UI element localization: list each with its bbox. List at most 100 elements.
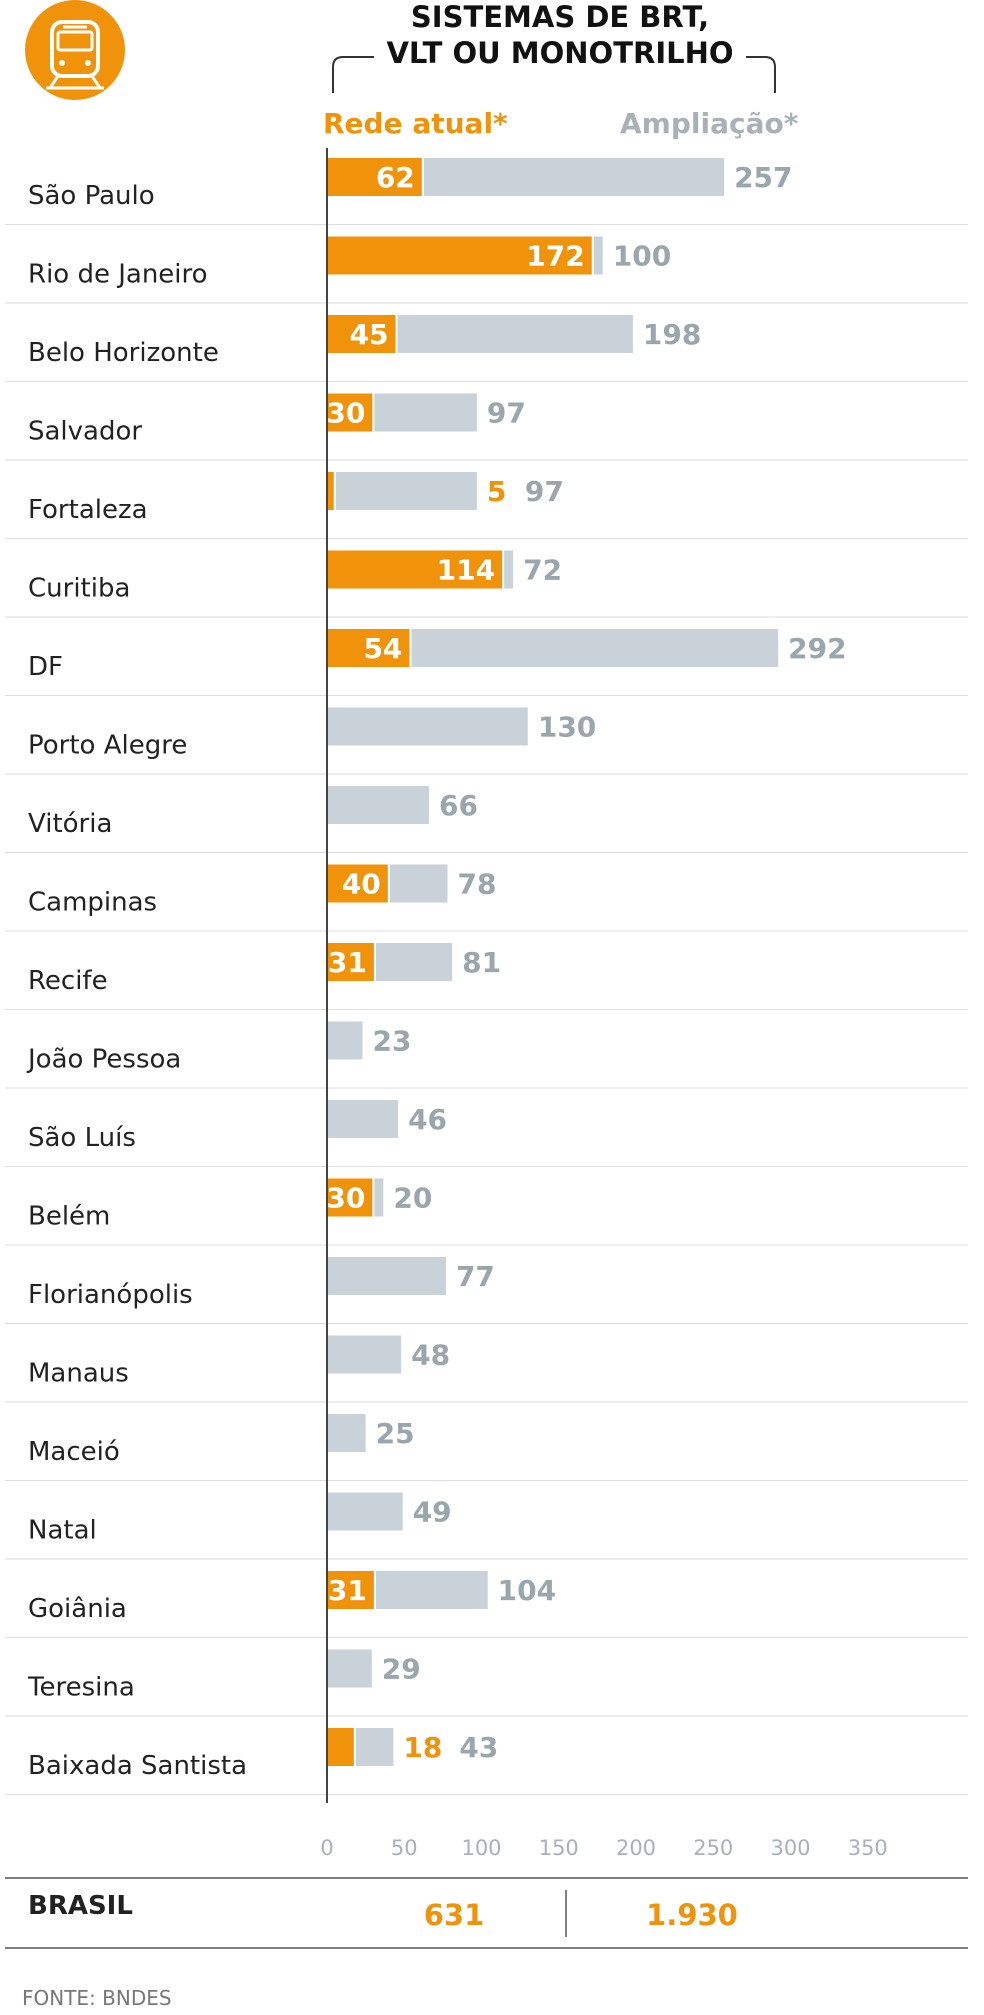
- row-curitiba: Curitiba 114 72: [5, 550, 968, 618]
- total-label: BRASIL: [28, 1891, 133, 1921]
- value-expansion-maceio: 25: [376, 1417, 415, 1450]
- city-label-salvador: Salvador: [28, 417, 142, 447]
- bar-expansion-manaus: [327, 1335, 402, 1374]
- row-campinas: Campinas 40 78: [5, 864, 968, 932]
- bar-current-fortaleza: [327, 472, 335, 510]
- bar-expansion-sao-luis: [327, 1100, 399, 1138]
- row-natal: Natal 49: [5, 1492, 968, 1560]
- value-expansion-belo-horizonte: 198: [643, 318, 701, 351]
- bar-current-df: [327, 629, 411, 667]
- row-salvador: Salvador 30 97: [5, 393, 968, 461]
- value-expansion-florianopolis: 77: [456, 1260, 495, 1293]
- value-expansion-manaus: 48: [411, 1339, 450, 1372]
- city-label-belo-horizonte: Belo Horizonte: [28, 338, 219, 368]
- row-belo-horizonte: Belo Horizonte 45 198: [5, 315, 968, 382]
- x-axis-ticks: 0 50 100 150 200 250 300 350: [320, 1836, 887, 1860]
- row-florianopolis: Florianópolis 77: [5, 1257, 968, 1324]
- bar-expansion-natal: [327, 1492, 403, 1531]
- bar-expansion-florianopolis: [327, 1257, 446, 1295]
- bar-expansion-vitoria: [327, 786, 429, 824]
- value-current-campinas: 40: [342, 868, 381, 901]
- value-current-fortaleza: 5: [487, 475, 506, 508]
- bar-expansion-teresina: [327, 1649, 372, 1688]
- value-expansion-sao-paulo: 257: [734, 161, 792, 194]
- value-expansion-fortaleza: 97: [525, 475, 564, 508]
- city-label-recife: Recife: [28, 966, 108, 996]
- tick-label-50: 50: [391, 1836, 418, 1860]
- bar-current-belo-horizonte: [327, 315, 397, 353]
- city-label-fortaleza: Fortaleza: [28, 495, 148, 525]
- value-expansion-vitoria: 66: [439, 789, 478, 822]
- chart-rows: São Paulo 62 257 Rio de Janeiro 172 100 Belo H…: [5, 158, 968, 1795]
- total-current: 631: [424, 1898, 485, 1932]
- total-expansion: 1.930: [646, 1898, 738, 1932]
- value-expansion-campinas: 78: [458, 868, 497, 901]
- value-expansion-curitiba: 72: [523, 554, 562, 587]
- tick-label-200: 200: [616, 1836, 656, 1860]
- row-recife: Recife 31 81: [5, 943, 968, 1010]
- tick-label-150: 150: [539, 1836, 579, 1860]
- row-teresina: Teresina 29: [5, 1649, 968, 1717]
- legend-expansion: Ampliação*: [620, 107, 799, 140]
- row-porto-alegre: Porto Alegre 130: [5, 707, 968, 775]
- city-label-porto-alegre: Porto Alegre: [28, 731, 187, 761]
- city-label-campinas: Campinas: [28, 888, 157, 918]
- city-label-sao-luis: São Luís: [28, 1123, 136, 1153]
- row-belem: Belém 30 20: [5, 1178, 968, 1246]
- tick-label-100: 100: [461, 1836, 501, 1860]
- city-label-baixada-santista: Baixada Santista: [28, 1751, 247, 1781]
- value-current-curitiba: 114: [437, 554, 495, 587]
- value-current-belo-horizonte: 45: [350, 318, 389, 351]
- bar-current-curitiba: [327, 550, 504, 589]
- row-goiania: Goiânia 31 104: [5, 1571, 968, 1638]
- value-expansion-joao-pessoa: 23: [373, 1025, 412, 1058]
- value-expansion-recife: 81: [462, 946, 501, 979]
- bar-current-campinas: [327, 864, 389, 903]
- value-expansion-teresina: 29: [382, 1653, 421, 1686]
- value-current-sao-paulo: 62: [376, 161, 415, 194]
- value-expansion-baixada-santista: 43: [459, 1731, 498, 1764]
- row-vitoria: Vitória 66: [5, 786, 968, 853]
- title-bracket-right: [746, 56, 776, 93]
- city-label-goiania: Goiânia: [28, 1594, 127, 1624]
- city-label-florianopolis: Florianópolis: [28, 1280, 193, 1310]
- value-current-baixada-santista: 18: [403, 1731, 442, 1764]
- city-label-sao-paulo: São Paulo: [28, 181, 155, 211]
- city-label-curitiba: Curitiba: [28, 574, 130, 604]
- bar-current-sao-paulo: [327, 158, 423, 196]
- row-joao-pessoa: João Pessoa 23: [5, 1021, 968, 1089]
- chart-title-line2: VLT OU MONOTRILHO: [386, 36, 733, 70]
- row-maceio: Maceió 25: [5, 1414, 968, 1481]
- bar-expansion-maceio: [327, 1414, 366, 1452]
- tick-label-300: 300: [770, 1836, 810, 1860]
- value-current-df: 54: [363, 632, 402, 665]
- row-rio-de-janeiro: Rio de Janeiro 172 100: [5, 236, 968, 304]
- city-label-joao-pessoa: João Pessoa: [26, 1045, 181, 1075]
- bar-current-rio-de-janeiro: [327, 236, 593, 275]
- row-sao-paulo: São Paulo 62 257: [5, 158, 968, 225]
- city-label-teresina: Teresina: [27, 1673, 135, 1703]
- tick-label-0: 0: [320, 1836, 333, 1860]
- bar-expansion-fortaleza: [327, 472, 477, 510]
- title-bracket-left: [332, 56, 374, 93]
- value-expansion-porto-alegre: 130: [538, 711, 596, 744]
- city-label-rio-de-janeiro: Rio de Janeiro: [28, 260, 208, 290]
- city-label-df: DF: [28, 652, 63, 682]
- bar-expansion-porto-alegre: [327, 707, 528, 746]
- bar-current-goiania: [327, 1571, 375, 1609]
- row-fortaleza: Fortaleza 5 97: [5, 472, 968, 539]
- value-current-belem: 30: [326, 1182, 365, 1215]
- row-baixada-santista: Baixada Santista 18 43: [5, 1728, 968, 1795]
- bar-current-recife: [327, 943, 375, 981]
- tick-label-350: 350: [848, 1836, 888, 1860]
- row-df: DF 54 292: [5, 629, 968, 696]
- city-label-belem: Belém: [28, 1202, 110, 1232]
- train-icon: [25, 0, 125, 100]
- value-current-rio-de-janeiro: 172: [526, 240, 584, 273]
- value-current-recife: 31: [328, 946, 367, 979]
- row-manaus: Manaus 48: [5, 1335, 968, 1403]
- value-expansion-df: 292: [788, 632, 846, 665]
- value-expansion-goiania: 104: [498, 1574, 556, 1607]
- bar-current-salvador: [327, 393, 374, 432]
